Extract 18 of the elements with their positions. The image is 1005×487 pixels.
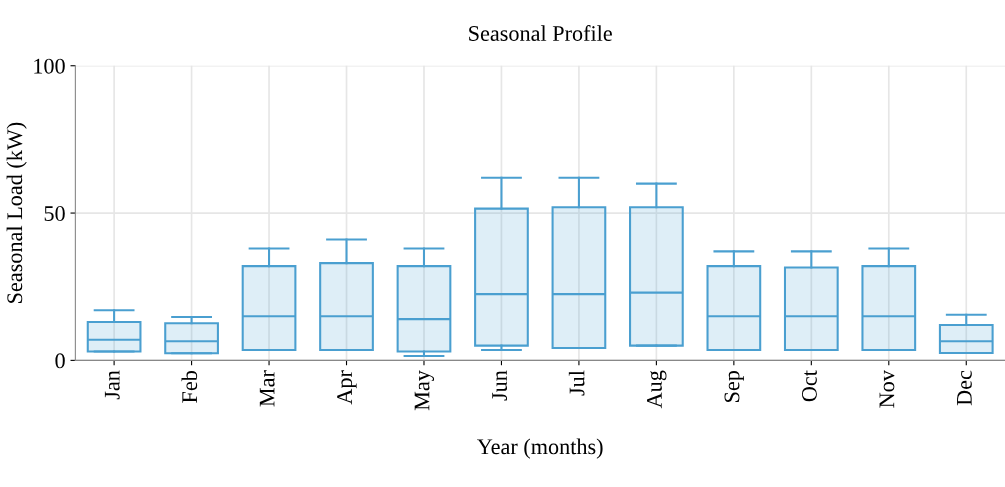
y-axis-title: Seasonal Load (kW) bbox=[6, 122, 27, 303]
x-tick-label: Mar bbox=[259, 370, 275, 407]
y-tick-label: 100 bbox=[34, 58, 65, 74]
y-tick-label: 50 bbox=[44, 205, 65, 221]
x-tick-label: Jul bbox=[568, 370, 585, 396]
x-tick-label: May bbox=[414, 370, 435, 411]
x-tick-label: Jan bbox=[104, 370, 120, 400]
x-tick-label: Oct bbox=[801, 370, 817, 402]
x-tick-label: Aug bbox=[647, 370, 667, 409]
x-axis-title: Year (months) bbox=[477, 438, 603, 459]
chart-title: Seasonal Profile bbox=[469, 25, 612, 41]
y-tick-label: 0 bbox=[55, 353, 65, 369]
x-tick-label: Sep bbox=[724, 370, 744, 402]
x-tick-label: Apr bbox=[337, 370, 357, 405]
x-tick-label: Nov bbox=[879, 370, 895, 408]
x-tick-label: Dec bbox=[957, 370, 972, 406]
x-tick-label: Feb bbox=[181, 370, 198, 403]
x-tick-label: Jun bbox=[492, 370, 508, 401]
